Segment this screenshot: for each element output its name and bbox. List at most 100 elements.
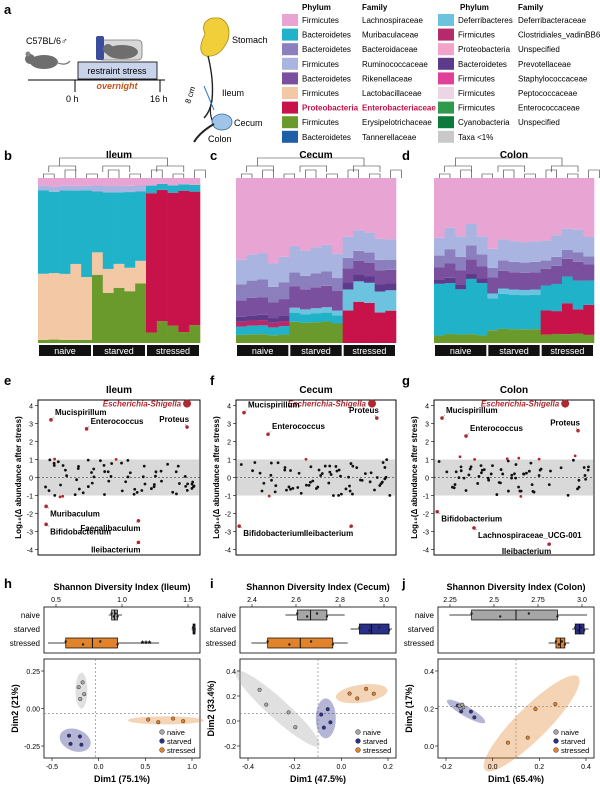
data-point — [578, 479, 581, 482]
stack-segment — [289, 313, 300, 322]
dendrogram-branch — [284, 174, 295, 178]
colon-label: Colon — [208, 134, 232, 144]
legend-swatch-left-7 — [282, 116, 298, 128]
pca-x-tick-label: 0.0 — [488, 764, 498, 771]
dendrogram-branch — [567, 174, 578, 178]
pca-y-tick-label: 0.25 — [26, 669, 40, 676]
legend-family-left-7: Erysipelotrichaceae — [362, 118, 432, 127]
data-point — [184, 475, 187, 478]
stack-segment — [114, 178, 125, 186]
data-point — [370, 471, 373, 474]
stack-segment — [81, 178, 92, 186]
data-point — [587, 469, 590, 472]
data-point — [92, 468, 95, 471]
pca-x-tick-label: -0.2 — [440, 764, 452, 771]
dendrogram-branch — [525, 174, 536, 178]
stack-segment — [279, 326, 290, 334]
stack-segment — [343, 289, 354, 310]
data-point — [48, 489, 51, 492]
data-point — [99, 459, 102, 462]
stack-segment — [103, 178, 114, 186]
stacked-title: Cecum — [299, 150, 332, 161]
y-tick-label: 4 — [425, 403, 429, 410]
data-point — [376, 476, 379, 479]
stack-segment — [124, 291, 135, 343]
data-point — [53, 464, 56, 467]
stack-segment — [157, 178, 168, 184]
legend-phylum-left-4: Bacteroidetes — [302, 74, 351, 83]
pca-legend-label-naive: naive — [561, 728, 579, 737]
data-point — [522, 472, 525, 475]
stack-segment — [103, 186, 114, 192]
dendrogram-branch — [43, 174, 54, 178]
figure-canvas: a b c d e f g h i j C57BL/6♂ restraint s… — [0, 0, 600, 788]
data-point — [305, 458, 308, 461]
data-point — [470, 465, 473, 468]
stack-segment — [279, 299, 290, 316]
stack-segment — [551, 178, 562, 235]
stack-segment — [311, 322, 322, 343]
data-point — [262, 482, 265, 485]
stack-segment — [157, 184, 168, 190]
stack-segment — [509, 295, 520, 330]
data-point — [91, 482, 94, 485]
stack-segment — [189, 192, 200, 325]
shannon-group-label: starved — [408, 625, 434, 634]
box-naive — [472, 610, 558, 620]
stack-segment — [583, 335, 594, 343]
length-label: 8 cm — [183, 85, 197, 105]
data-point — [143, 465, 146, 468]
data-point — [308, 484, 311, 487]
legend-phylum-right-8: Taxa <1% — [458, 133, 493, 142]
stack-segment — [551, 257, 562, 266]
volcano-y-label: Log₁₀(Δ abundance after stress) — [410, 416, 419, 539]
pca-ellipse-stressed — [128, 716, 204, 724]
shannon-tick-label: 3.0 — [577, 597, 587, 604]
dendrogram-branch — [482, 174, 493, 178]
data-point — [251, 469, 254, 472]
pca-x-tick-label: 0.4 — [581, 764, 591, 771]
stack-segment — [364, 276, 375, 283]
stack-segment — [257, 280, 268, 298]
stack-segment — [364, 253, 375, 263]
stack-segment — [498, 329, 509, 343]
data-point — [154, 475, 157, 478]
stack-segment — [364, 283, 375, 303]
data-point — [382, 461, 385, 464]
y-tick-label: -1 — [225, 494, 231, 501]
data-point — [334, 465, 337, 468]
stack-segment — [257, 297, 268, 315]
data-point — [82, 491, 85, 494]
stack-segment — [498, 271, 509, 289]
dendrogram-branch — [369, 174, 380, 178]
data-point — [166, 463, 169, 466]
data-point — [473, 458, 476, 461]
data-point — [351, 493, 354, 496]
stack-segment — [268, 178, 279, 263]
pca-point — [81, 681, 85, 685]
data-point — [65, 474, 68, 477]
shannon-tick-label: 2.5 — [489, 597, 499, 604]
stack-segment — [385, 270, 396, 284]
time-start-label: 0 h — [66, 94, 79, 104]
data-point — [87, 459, 90, 462]
data-point — [274, 484, 277, 487]
data-point — [324, 465, 327, 468]
legend-family-left-6: Enterobacteriaceae — [362, 104, 436, 113]
pca-y-tick-label: 0.2 — [424, 707, 434, 714]
box-point — [326, 615, 328, 617]
stack-segment — [530, 329, 541, 343]
stack-segment — [551, 311, 562, 334]
stack-segment — [466, 274, 477, 279]
stack-segment — [247, 320, 258, 325]
dendrogram-branch — [87, 174, 98, 178]
pca-ellipse-naive — [75, 673, 87, 709]
legend-family-right-7: Unspecified — [518, 118, 560, 127]
pca-legend-marker-stressed — [554, 748, 559, 753]
data-point — [107, 470, 110, 473]
data-point — [583, 466, 586, 469]
stack-segment — [551, 266, 562, 284]
stack-segment — [434, 267, 445, 279]
significance-label: *** — [141, 639, 152, 649]
pca-point — [553, 702, 557, 706]
